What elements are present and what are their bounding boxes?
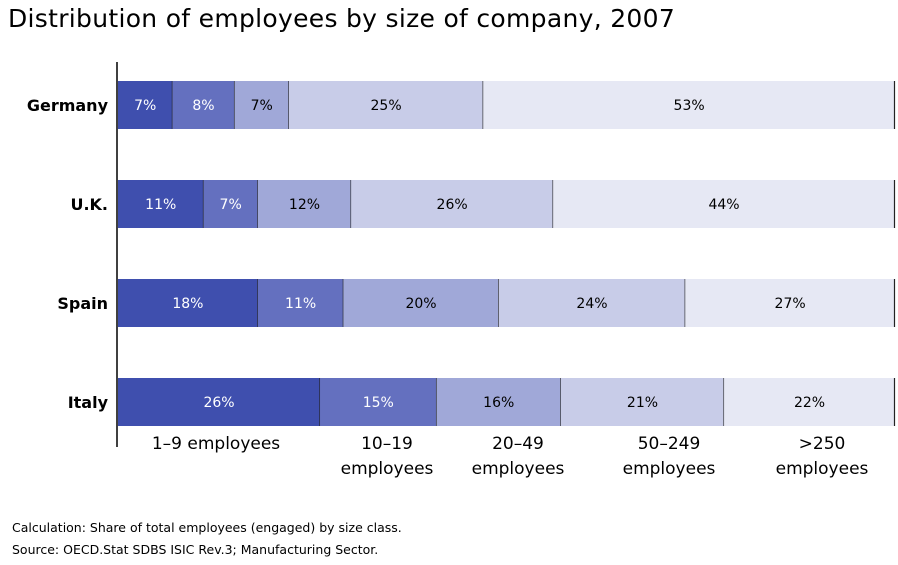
category-label: Italy — [68, 393, 109, 412]
category-label: U.K. — [70, 195, 108, 214]
bar-segment — [118, 81, 173, 129]
bar-segments: 7% 8% 7% 25% 53% 11% 7% 12% 26% 44% 18% 11% 20% 24% 27… — [118, 81, 896, 426]
data-label: 27% — [775, 296, 806, 312]
data-label: 7% — [251, 98, 273, 114]
bar-segment — [257, 180, 352, 228]
data-label: 11% — [285, 296, 316, 312]
bar-segment — [172, 81, 235, 129]
size-class-label: employees — [472, 459, 565, 479]
size-class-label: employees — [341, 459, 434, 479]
source-note: Source: OECD.Stat SDBS ISIC Rev.3; Manuf… — [12, 542, 379, 557]
data-label: 20% — [405, 296, 436, 312]
bar-segment — [498, 279, 686, 327]
data-label: 15% — [363, 395, 394, 411]
data-label: 12% — [289, 197, 320, 213]
category-label: Germany — [27, 96, 109, 115]
data-label: 26% — [437, 197, 468, 213]
bar-segment — [724, 378, 895, 426]
bar-segment — [118, 279, 258, 327]
size-class-label: 1–9 employees — [152, 434, 280, 454]
bar-segment — [553, 180, 895, 228]
size-class-label: >250 — [799, 434, 846, 454]
size-class-label: 50–249 — [638, 434, 701, 454]
category-labels: Germany U.K. Spain Italy — [27, 96, 109, 412]
bar-segment — [685, 279, 895, 327]
data-label: 22% — [794, 395, 825, 411]
size-class-label: employees — [776, 459, 869, 479]
bar-segment — [343, 279, 499, 327]
data-label: 21% — [627, 395, 658, 411]
bar-segment — [351, 180, 554, 228]
size-class-label: 20–49 — [492, 434, 544, 454]
data-label: 44% — [708, 197, 739, 213]
bar-segment — [203, 180, 258, 228]
data-label: 18% — [172, 296, 203, 312]
size-class-label: 10–19 — [361, 434, 413, 454]
bar-segment — [436, 378, 561, 426]
data-label: 7% — [134, 98, 156, 114]
chart-title: Distribution of employees by size of com… — [8, 4, 676, 33]
bar-segment — [118, 180, 204, 228]
bar-segment — [234, 81, 289, 129]
data-label: 24% — [576, 296, 607, 312]
bar-segment — [483, 81, 895, 129]
calculation-note: Calculation: Share of total employees (e… — [12, 520, 402, 535]
size-class-label: employees — [623, 459, 716, 479]
data-label: 25% — [371, 98, 402, 114]
bar-segment — [118, 378, 321, 426]
data-label: 11% — [145, 197, 176, 213]
data-label: 26% — [203, 395, 234, 411]
bar-segment — [288, 81, 484, 129]
data-label: 7% — [220, 197, 242, 213]
data-label: 8% — [192, 98, 214, 114]
bar-segment — [257, 279, 344, 327]
size-class-labels: 1–9 employees 10–19 employees 20–49 employee… — [152, 434, 869, 479]
data-label: 16% — [483, 395, 514, 411]
data-label: 53% — [674, 98, 705, 114]
stacked-bar-chart: 7% 8% 7% 25% 53% 11% 7% 12% 26% 44% 18% 11% 20% 24% 27… — [27, 62, 896, 479]
bar-segment — [560, 378, 725, 426]
category-label: Spain — [57, 294, 108, 313]
bar-segment — [320, 378, 437, 426]
